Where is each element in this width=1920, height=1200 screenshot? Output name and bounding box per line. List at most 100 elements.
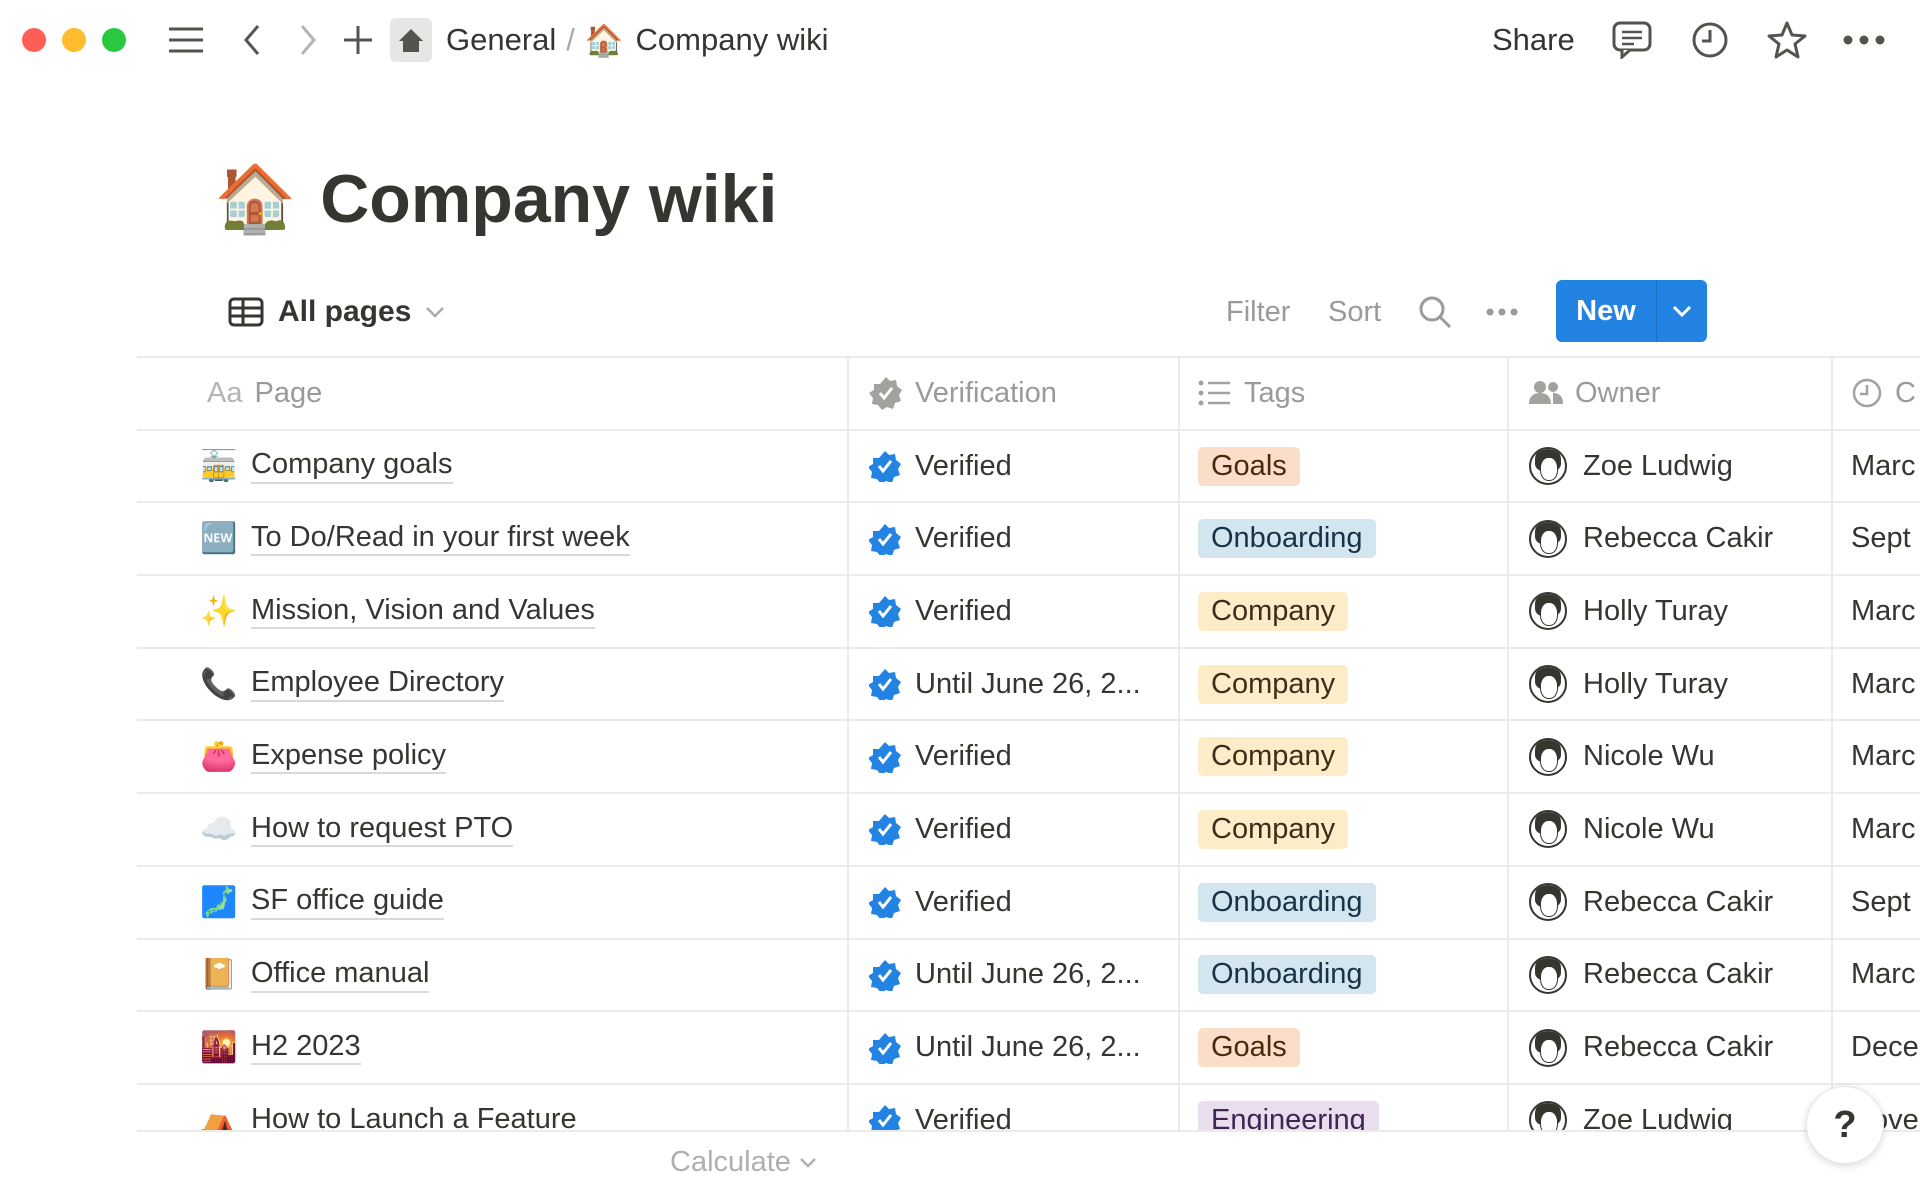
search-icon[interactable] bbox=[1418, 290, 1452, 334]
table-row[interactable]: 📞 Employee Directory Until June 26, 2... Co… bbox=[137, 648, 1920, 722]
breadcrumb-company-wiki[interactable]: Company wiki bbox=[635, 22, 829, 57]
view-selector[interactable]: All pages bbox=[228, 290, 445, 334]
owner-cell[interactable]: Zoe Ludwig bbox=[1509, 430, 1833, 502]
owner-cell[interactable]: Rebecca Cakir bbox=[1509, 866, 1833, 938]
page-cell[interactable]: ⛺ How to Launch a Feature bbox=[137, 1084, 849, 1130]
page-link[interactable]: SF office guide bbox=[251, 884, 444, 920]
new-button-label[interactable]: New bbox=[1576, 294, 1636, 327]
page-cell[interactable]: 🌇 H2 2023 bbox=[137, 1012, 849, 1083]
table-row[interactable]: ☁️ How to request PTO Verified Company Nicol… bbox=[137, 794, 1920, 867]
verification-cell[interactable]: Verified bbox=[849, 430, 1180, 502]
tags-cell[interactable]: Engineering bbox=[1180, 1084, 1509, 1130]
tags-cell[interactable]: Onboarding bbox=[1180, 939, 1509, 1011]
tags-cell[interactable]: Company bbox=[1180, 794, 1509, 865]
date-cell[interactable]: Sept bbox=[1833, 867, 1920, 938]
minimize-window-button[interactable] bbox=[62, 28, 86, 52]
page-cell[interactable]: 🆕 To Do/Read in your first week bbox=[137, 503, 849, 575]
forward-icon[interactable] bbox=[292, 20, 324, 60]
new-button[interactable]: New bbox=[1556, 280, 1707, 342]
maximize-window-button[interactable] bbox=[102, 28, 126, 52]
column-header-tags[interactable]: Tags bbox=[1180, 358, 1509, 429]
date-cell[interactable]: Dece bbox=[1833, 1012, 1920, 1083]
table-row[interactable]: 🆕 To Do/Read in your first week Verified On… bbox=[137, 503, 1920, 577]
page-link[interactable]: To Do/Read in your first week bbox=[251, 521, 630, 557]
share-button[interactable]: Share bbox=[1492, 22, 1575, 57]
help-button[interactable]: ? bbox=[1806, 1086, 1884, 1164]
table-row[interactable]: 🗾 SF office guide Verified Onboarding Rebecc… bbox=[137, 866, 1920, 940]
page-cell[interactable]: ✨ Mission, Vision and Values bbox=[137, 576, 849, 647]
page-cell[interactable]: 🚋 Company goals bbox=[137, 430, 849, 502]
date-cell[interactable]: Marc bbox=[1833, 940, 1920, 1011]
date-cell[interactable]: Sept bbox=[1833, 503, 1920, 574]
page-link[interactable]: H2 2023 bbox=[251, 1030, 361, 1066]
page-link[interactable]: Mission, Vision and Values bbox=[251, 594, 595, 630]
verification-cell[interactable]: Until June 26, 2... bbox=[849, 1012, 1180, 1083]
verification-cell[interactable]: Verified bbox=[849, 503, 1180, 575]
verification-cell[interactable]: Verified bbox=[849, 721, 1180, 793]
verification-cell[interactable]: Until June 26, 2... bbox=[849, 939, 1180, 1011]
owner-cell[interactable]: Holly Turay bbox=[1509, 576, 1833, 647]
page-link[interactable]: How to request PTO bbox=[251, 812, 514, 848]
column-header-page[interactable]: Aa Page bbox=[137, 358, 849, 429]
owner-cell[interactable]: Holly Turay bbox=[1509, 648, 1833, 720]
tags-cell[interactable]: Onboarding bbox=[1180, 503, 1509, 575]
page-link[interactable]: Expense policy bbox=[251, 739, 447, 775]
verification-cell[interactable]: Verified bbox=[849, 866, 1180, 938]
table-row[interactable]: 👛 Expense policy Verified Company Nicole Wu M… bbox=[137, 721, 1920, 795]
tags-cell[interactable]: Goals bbox=[1180, 1012, 1509, 1083]
calculate-button[interactable]: Calculate bbox=[670, 1146, 817, 1179]
verification-cell[interactable]: Verified bbox=[849, 1084, 1180, 1130]
verification-cell[interactable]: Until June 26, 2... bbox=[849, 648, 1180, 720]
date-cell[interactable]: Marc bbox=[1833, 431, 1920, 502]
page-icon[interactable]: 🏠 bbox=[214, 160, 297, 237]
home-icon[interactable] bbox=[390, 18, 432, 62]
date-cell[interactable]: Marc bbox=[1833, 649, 1920, 720]
owner-cell[interactable]: Nicole Wu bbox=[1509, 794, 1833, 865]
page-link[interactable]: Office manual bbox=[251, 957, 430, 993]
new-dropdown-chevron-icon[interactable] bbox=[1657, 304, 1707, 318]
page-link[interactable]: How to Launch a Feature bbox=[251, 1103, 577, 1130]
back-icon[interactable] bbox=[236, 20, 268, 60]
owner-cell[interactable]: Rebecca Cakir bbox=[1509, 1012, 1833, 1083]
column-header-owner[interactable]: Owner bbox=[1509, 358, 1833, 429]
date-cell[interactable]: Marc bbox=[1833, 576, 1920, 647]
tags-cell[interactable]: Company bbox=[1180, 576, 1509, 647]
table-row[interactable]: ⛺ How to Launch a Feature Verified Engineer… bbox=[137, 1084, 1920, 1130]
owner-cell[interactable]: Rebecca Cakir bbox=[1509, 503, 1833, 575]
column-header-created[interactable]: C bbox=[1833, 358, 1920, 429]
verification-cell[interactable]: Verified bbox=[849, 794, 1180, 865]
sort-button[interactable]: Sort bbox=[1328, 295, 1382, 328]
history-clock-icon[interactable] bbox=[1690, 20, 1730, 60]
page-cell[interactable]: 📞 Employee Directory bbox=[137, 648, 849, 720]
tags-cell[interactable]: Onboarding bbox=[1180, 866, 1509, 938]
tags-cell[interactable]: Company bbox=[1180, 721, 1509, 793]
favorite-star-icon[interactable] bbox=[1766, 20, 1808, 60]
table-row[interactable]: 🚋 Company goals Verified Goals Zoe Ludwig Mar… bbox=[137, 430, 1920, 504]
owner-cell[interactable]: Nicole Wu bbox=[1509, 721, 1833, 793]
comments-icon[interactable] bbox=[1612, 20, 1652, 60]
page-link[interactable]: Company goals bbox=[251, 448, 453, 484]
table-row[interactable]: 🌇 H2 2023 Until June 26, 2... Goals Rebecca … bbox=[137, 1012, 1920, 1085]
page-cell[interactable]: 🗾 SF office guide bbox=[137, 866, 849, 938]
tags-cell[interactable]: Company bbox=[1180, 648, 1509, 720]
plus-icon[interactable] bbox=[340, 20, 376, 60]
breadcrumb-general[interactable]: General bbox=[446, 22, 557, 57]
close-window-button[interactable] bbox=[22, 28, 46, 52]
table-row[interactable]: ✨ Mission, Vision and Values Verified Compa… bbox=[137, 576, 1920, 649]
owner-cell[interactable]: Rebecca Cakir bbox=[1509, 939, 1833, 1011]
more-options-icon[interactable] bbox=[1842, 20, 1886, 60]
page-cell[interactable]: 👛 Expense policy bbox=[137, 721, 849, 793]
page-cell[interactable]: ☁️ How to request PTO bbox=[137, 794, 849, 865]
tags-cell[interactable]: Goals bbox=[1180, 430, 1509, 502]
owner-cell[interactable]: Zoe Ludwig bbox=[1509, 1084, 1833, 1130]
date-cell[interactable]: Marc bbox=[1833, 794, 1920, 865]
filter-button[interactable]: Filter bbox=[1226, 295, 1291, 328]
page-title-text[interactable]: Company wiki bbox=[320, 161, 778, 237]
sidebar-menu-icon[interactable] bbox=[166, 20, 206, 60]
verification-cell[interactable]: Verified bbox=[849, 576, 1180, 647]
view-more-icon[interactable] bbox=[1486, 290, 1518, 334]
page-cell[interactable]: 📔 Office manual bbox=[137, 939, 849, 1011]
column-header-verification[interactable]: Verification bbox=[849, 358, 1180, 429]
date-cell[interactable]: Marc bbox=[1833, 721, 1920, 792]
page-link[interactable]: Employee Directory bbox=[251, 666, 505, 702]
